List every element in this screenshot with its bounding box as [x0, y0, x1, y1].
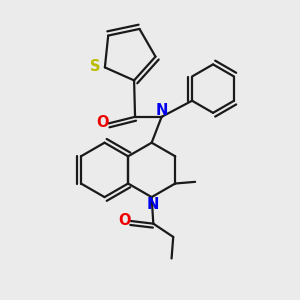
Text: S: S [90, 59, 101, 74]
Text: O: O [96, 115, 109, 130]
Text: N: N [155, 103, 168, 118]
Text: N: N [146, 197, 158, 212]
Text: O: O [118, 213, 131, 228]
